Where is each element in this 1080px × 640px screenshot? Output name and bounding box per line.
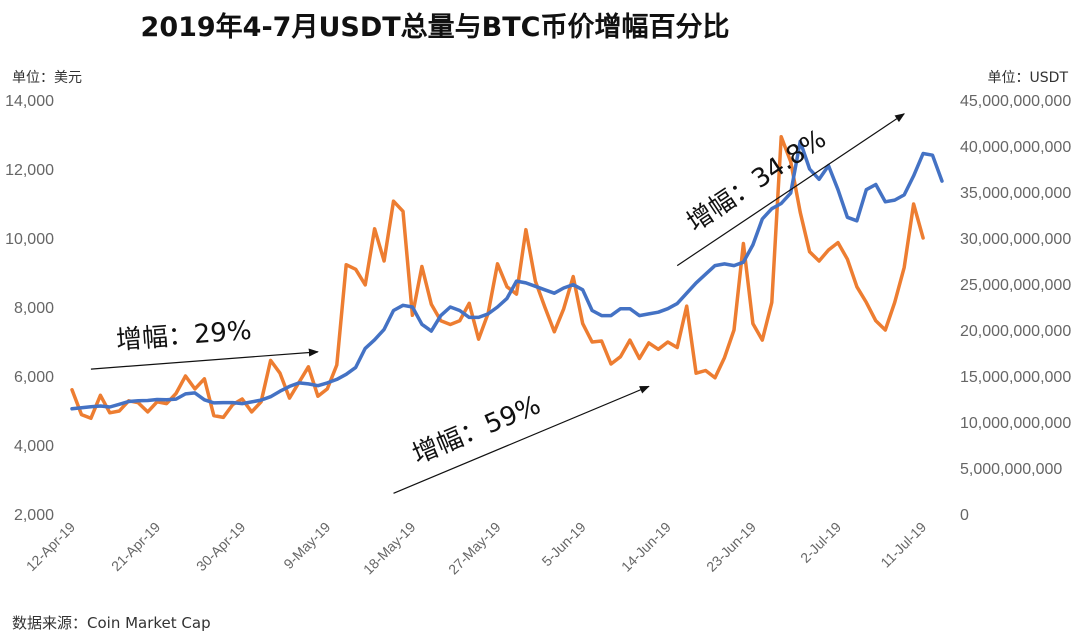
y-right-tick-label: 20,000,000,000 [960, 323, 1071, 340]
y-left-tick-label: 2,000 [14, 507, 54, 524]
left-y-axis: 2,000 4,000 6,000 8,000 10,000 12,000 14,000 [5, 93, 54, 524]
right-axis-unit: 单位：USDT [988, 70, 1069, 86]
y-left-tick-label: 8,000 [14, 300, 54, 317]
x-tick-label: 11-Jul-19 [877, 519, 929, 571]
annotation-arrow [90, 348, 319, 370]
y-right-tick-label: 10,000,000,000 [960, 415, 1071, 432]
annotation-arrow [676, 113, 906, 267]
left-axis-unit: 单位：美元 [12, 70, 82, 86]
x-tick-label: 23-Jun-19 [703, 519, 759, 575]
y-right-tick-label: 45,000,000,000 [960, 93, 1071, 110]
y-right-tick-label: 15,000,000,000 [960, 369, 1071, 386]
y-left-tick-label: 12,000 [5, 162, 54, 179]
x-tick-label: 30-Apr-19 [193, 519, 248, 574]
x-tick-label: 9-May-19 [280, 519, 333, 572]
y-right-tick-label: 35,000,000,000 [960, 185, 1071, 202]
x-tick-label: 12-Apr-19 [23, 519, 78, 574]
y-right-tick-label: 5,000,000,000 [960, 461, 1062, 478]
y-right-tick-label: 30,000,000,000 [960, 231, 1071, 248]
series-line-btc [70, 139, 944, 411]
x-tick-label: 2-Jul-19 [797, 519, 844, 566]
y-right-tick-label: 40,000,000,000 [960, 139, 1071, 156]
y-right-tick-label: 0 [960, 507, 969, 524]
source-note: 数据来源：Coin Market Cap [12, 614, 211, 632]
annotations: 增幅：29%增幅：59%增幅：34.8% [90, 113, 906, 494]
series-group [70, 135, 944, 421]
x-tick-label: 5-Jun-19 [538, 519, 589, 570]
series-line-usdt [70, 135, 925, 421]
y-left-tick-label: 4,000 [14, 438, 54, 455]
annotation-arrow [393, 385, 650, 494]
annotation-label: 增幅：29% [115, 316, 253, 356]
x-axis: 12-Apr-19 21-Apr-19 30-Apr-19 9-May-19 18-Ma… [23, 519, 930, 578]
x-tick-label: 14-Jun-19 [618, 519, 674, 575]
chart-title: 2019年4-7月USDT总量与BTC币价增幅百分比 [141, 11, 730, 43]
x-tick-label: 27-May-19 [445, 519, 504, 578]
y-right-tick-label: 25,000,000,000 [960, 277, 1071, 294]
y-left-tick-label: 14,000 [5, 93, 54, 110]
annotation-label: 增幅：34.8% [682, 124, 832, 238]
x-tick-label: 21-Apr-19 [108, 519, 163, 574]
y-left-tick-label: 6,000 [14, 369, 54, 386]
x-tick-label: 18-May-19 [360, 519, 419, 578]
right-y-axis: 0 5,000,000,000 10,000,000,000 15,000,000,0… [960, 93, 1071, 524]
y-left-tick-label: 10,000 [5, 231, 54, 248]
